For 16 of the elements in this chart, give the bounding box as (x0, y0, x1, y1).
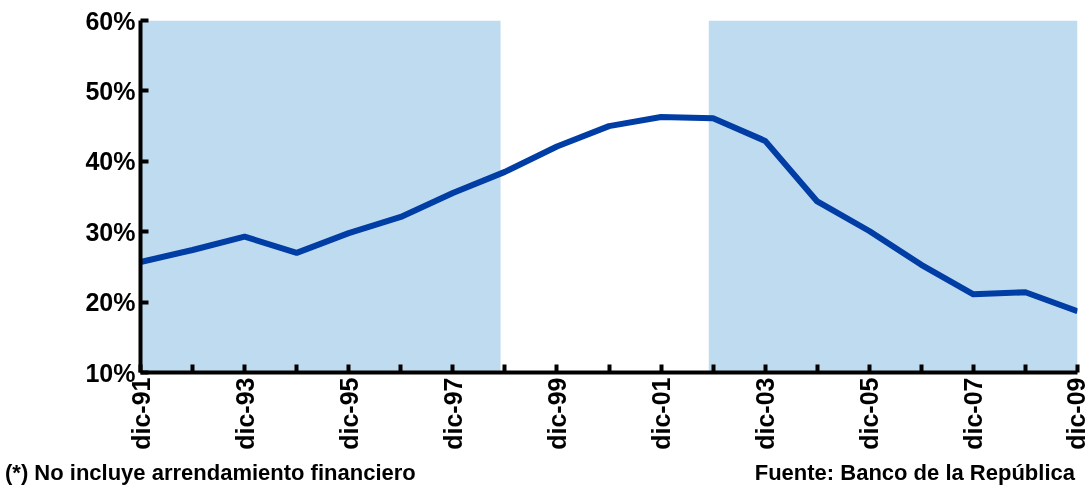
x-tick-label: dic-05 (855, 377, 884, 450)
y-tick-label: 30% (85, 217, 136, 246)
x-tick-label: dic-07 (959, 377, 988, 450)
x-tick-label: dic-01 (647, 377, 676, 450)
source-note: Fuente: Banco de la República (754, 459, 1075, 487)
x-tick-label: dic-09 (1061, 377, 1089, 450)
x-tick-label: dic-93 (230, 377, 259, 450)
text: (*) No incluye arrendamiento financiero (5, 459, 416, 487)
y-tick-label: 20% (85, 288, 136, 317)
y-tick-label: 40% (85, 147, 136, 176)
y-tick-label: 60% (85, 6, 136, 35)
y-tick-label: 50% (85, 76, 136, 105)
x-tick-label: dic-03 (751, 377, 780, 450)
x-tick-label: dic-95 (334, 377, 363, 450)
x-tick-label: dic-97 (438, 377, 467, 450)
x-tick-label: dic-99 (542, 377, 571, 450)
